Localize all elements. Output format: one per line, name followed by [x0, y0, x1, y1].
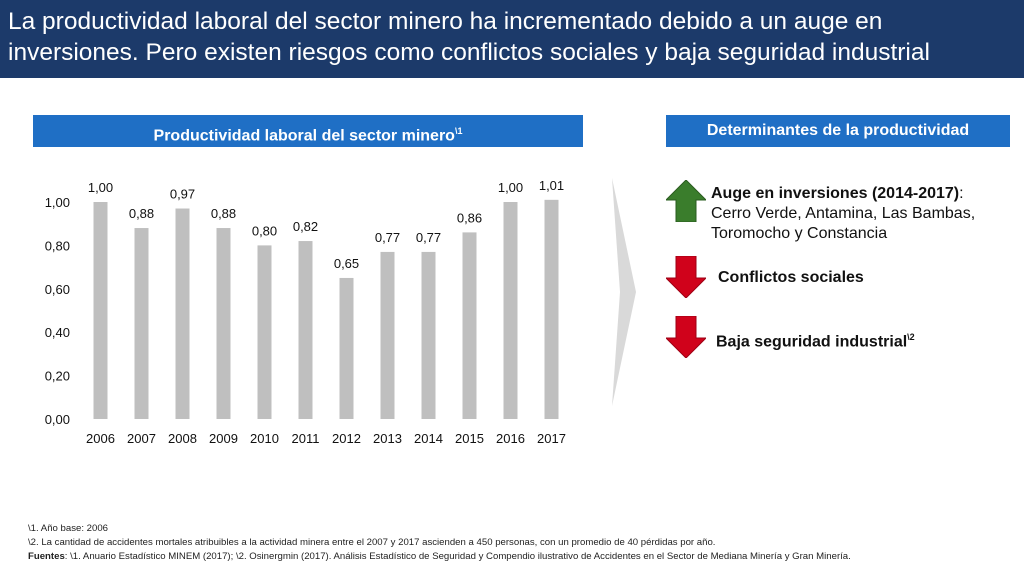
determinant-safety: Baja seguridad industrial\2	[716, 327, 1006, 352]
data-label-2014: 0,77	[416, 230, 441, 245]
x-tick-label-2013: 2013	[373, 431, 402, 446]
data-labels: 1,00 0,88 0,97 0,88 0,80 0,82 0,65 0,77 0,77 0,86…	[88, 178, 564, 271]
determinant-investment-title: Auge en inversiones (2014-2017)	[711, 185, 960, 202]
x-tick-label-2010: 2010	[250, 431, 279, 446]
y-tick-label: 0,80	[45, 238, 70, 253]
footnotes: \1. Año base: 2006 \2. La cantidad de ac…	[28, 522, 1018, 564]
x-tick-label-2009: 2009	[209, 431, 238, 446]
y-axis: 0,00 0,20 0,40 0,60 0,80 1,00	[45, 195, 70, 427]
bar-2015	[462, 232, 477, 419]
bar-series	[93, 199, 559, 419]
data-label-2015: 0,86	[457, 210, 482, 225]
bar-2017	[544, 199, 559, 419]
determinant-conflicts: Conflictos sociales	[718, 268, 998, 288]
data-label-2009: 0,88	[211, 206, 236, 221]
determinants-header: Determinantes de la productividad	[666, 115, 1010, 147]
bar-2011	[298, 241, 313, 419]
x-tick-label-2016: 2016	[496, 431, 525, 446]
data-label-2017: 1,01	[539, 178, 564, 193]
data-label-2010: 0,80	[252, 223, 277, 238]
determinant-investment: Auge en inversiones (2014-2017): Cerro V…	[711, 184, 1011, 244]
x-tick-label-2017: 2017	[537, 431, 566, 446]
x-tick-label-2007: 2007	[127, 431, 156, 446]
footnote-1: \1. Año base: 2006	[28, 523, 109, 534]
footnote-2: \2. La cantidad de accidentes mortales a…	[28, 537, 716, 548]
data-label-2016: 1,00	[498, 180, 523, 195]
title-bar: La productividad laboral del sector mine…	[0, 0, 1024, 78]
data-label-2007: 0,88	[129, 206, 154, 221]
y-tick-label: 0,40	[45, 325, 70, 340]
page-title: La productividad laboral del sector mine…	[8, 8, 930, 66]
data-label-2006: 1,00	[88, 180, 113, 195]
sources-label: Fuentes	[28, 551, 65, 562]
determinants-header-label: Determinantes de la productividad	[706, 122, 970, 139]
sources-text: : \1. Anuario Estadístico MINEM (2017); …	[64, 551, 851, 562]
chart-header-label: Productividad laboral del sector minero	[153, 127, 455, 145]
arrow-down-icon	[666, 256, 706, 298]
x-tick-label-2011: 2011	[292, 431, 320, 446]
data-label-2011: 0,82	[293, 219, 318, 234]
arrow-up-icon	[666, 180, 706, 222]
bar-2008	[175, 208, 190, 419]
data-label-2013: 0,77	[375, 230, 400, 245]
x-axis-ticks: 2006 2007 2008 2009 2010 2011 2012 2013 2014 2015…	[86, 431, 566, 446]
chart-header-sup: \1	[454, 126, 463, 136]
bar-2010	[257, 245, 272, 419]
determinant-safety-title: Baja seguridad industrial	[716, 333, 908, 351]
y-tick-label: 1,00	[45, 195, 70, 210]
y-tick-label: 0,60	[45, 282, 70, 297]
determinant-conflicts-title: Conflictos sociales	[718, 269, 864, 286]
y-tick-label: 0,00	[45, 412, 70, 427]
bar-2012	[339, 277, 354, 419]
y-tick-label: 0,20	[45, 369, 70, 384]
chart-header: Productividad laboral del sector minero\…	[33, 115, 583, 147]
determinant-investment-colon: :	[959, 185, 964, 202]
x-tick-label-2006: 2006	[86, 431, 115, 446]
x-tick-label-2015: 2015	[455, 431, 484, 446]
arrow-down-icon	[666, 316, 706, 358]
data-label-2012: 0,65	[334, 256, 359, 271]
bar-2016	[503, 202, 518, 419]
bar-2013	[380, 251, 395, 419]
sources-line: Fuentes: \1. Anuario Estadístico MINEM (…	[28, 550, 1018, 564]
bar-2006	[93, 202, 108, 419]
determinant-safety-sup: \2	[907, 332, 915, 342]
bar-2009	[216, 228, 231, 419]
chevron-separator-icon	[612, 178, 636, 406]
x-tick-label-2014: 2014	[414, 431, 443, 446]
bar-2014	[421, 251, 436, 419]
bar-2007	[134, 228, 149, 419]
x-tick-label-2008: 2008	[168, 431, 197, 446]
data-label-2008: 0,97	[170, 187, 195, 202]
determinant-investment-detail: Cerro Verde, Antamina, Las Bambas, Torom…	[711, 205, 976, 242]
x-tick-label-2012: 2012	[332, 431, 361, 446]
